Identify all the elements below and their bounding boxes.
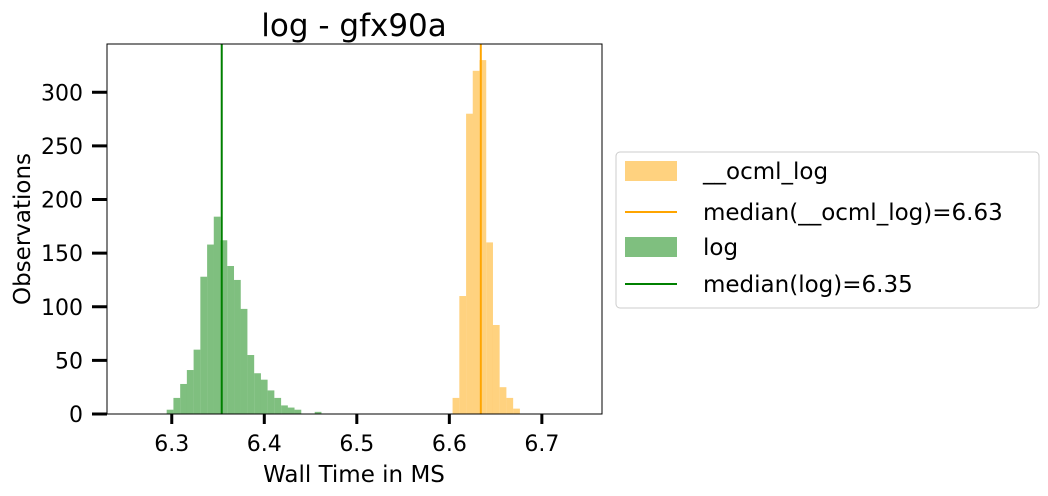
histogram-bar-ocml-log	[486, 242, 493, 414]
histogram-bar-ocml-log	[499, 387, 507, 414]
histogram-bar-log	[294, 409, 302, 414]
histogram-bar-ocml-log	[506, 397, 514, 414]
bars-layer	[166, 60, 520, 415]
legend-label: median(__ocml_log)=6.63	[703, 200, 1003, 226]
histogram-bar-ocml-log	[466, 113, 473, 414]
histogram-bar-log	[207, 244, 214, 414]
histogram-bar-log	[220, 240, 228, 414]
histogram-bar-ocml-log	[492, 324, 500, 414]
y-tick-label: 300	[41, 81, 83, 106]
histogram-bar-log	[260, 379, 268, 414]
legend-label: __ocml_log	[702, 159, 828, 185]
x-tick-label: 6.4	[247, 432, 282, 457]
histogram-bar-log	[166, 409, 174, 414]
y-tick-label: 200	[41, 189, 83, 214]
legend-label: log	[703, 235, 738, 261]
y-tick-label: 250	[41, 135, 83, 160]
histogram-bar-log	[234, 279, 241, 414]
legend-label: median(log)=6.35	[703, 272, 913, 298]
histogram-bar-log	[200, 276, 208, 414]
histogram-bar-log	[213, 216, 221, 414]
histogram-bar-log	[281, 405, 288, 414]
x-tick-label: 6.7	[524, 432, 559, 457]
y-axis-ticks: 0 50 100 150 200 250 300	[41, 81, 107, 428]
plot-frame	[106, 43, 603, 415]
x-tick-label: 6.5	[339, 432, 374, 457]
histogram-bar-ocml-log	[459, 296, 467, 414]
legend-patch	[625, 237, 677, 257]
x-axis-label: Wall Time in MS	[263, 462, 445, 488]
legend-frame	[615, 151, 1040, 309]
histogram-bar-ocml-log	[479, 60, 487, 415]
histogram-bar-log	[314, 411, 322, 414]
histogram-bar-ocml-log	[513, 408, 520, 414]
y-tick-label: 0	[69, 403, 83, 428]
histogram-bar-ocml-log	[472, 70, 480, 415]
histogram-bar-log	[287, 407, 295, 414]
median-lines-layer	[220, 44, 482, 414]
histogram-bar-log	[193, 349, 201, 414]
histogram-bar-log	[186, 370, 194, 414]
y-tick-label: 150	[41, 242, 83, 267]
histogram-bar-log	[173, 397, 181, 414]
x-tick-label: 6.3	[154, 432, 189, 457]
y-tick-label: 100	[41, 296, 83, 321]
histogram-bar-ocml-log	[452, 397, 460, 414]
histogram-bar-log	[227, 266, 235, 414]
histogram-bar-log	[247, 355, 255, 414]
y-axis-label: Observations	[10, 153, 36, 305]
histogram-bar-log	[267, 390, 275, 414]
histogram-bar-log	[274, 397, 282, 414]
y-tick-label: 50	[55, 349, 83, 374]
histogram-bar-log	[240, 308, 248, 414]
histogram-bar-log	[254, 373, 261, 414]
histogram-bar-log	[180, 383, 187, 414]
chart-title: log - gfx90a	[261, 8, 447, 44]
legend-patch	[625, 161, 677, 181]
x-axis-ticks: 6.3 6.4 6.5 6.6 6.7	[154, 414, 559, 457]
x-tick-label: 6.6	[432, 432, 467, 457]
